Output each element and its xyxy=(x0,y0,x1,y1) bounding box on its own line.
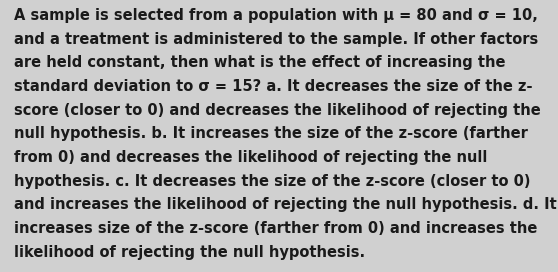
Text: hypothesis. c. It decreases the size of the z-score (closer to 0): hypothesis. c. It decreases the size of … xyxy=(14,174,531,189)
Text: likelihood of rejecting the null hypothesis.: likelihood of rejecting the null hypothe… xyxy=(14,245,365,260)
Text: null hypothesis. b. It increases the size of the z-score (farther: null hypothesis. b. It increases the siz… xyxy=(14,126,528,141)
Text: and increases the likelihood of rejecting the null hypothesis. d. It: and increases the likelihood of rejectin… xyxy=(14,197,557,212)
Text: standard deviation to σ = 15? a. It decreases the size of the z-: standard deviation to σ = 15? a. It decr… xyxy=(14,79,532,94)
Text: A sample is selected from a population with μ = 80 and σ = 10,: A sample is selected from a population w… xyxy=(14,8,538,23)
Text: increases size of the z-score (farther from 0) and increases the: increases size of the z-score (farther f… xyxy=(14,221,537,236)
Text: are held constant, then what is the effect of increasing the: are held constant, then what is the effe… xyxy=(14,55,506,70)
Text: score (closer to 0) and decreases the likelihood of rejecting the: score (closer to 0) and decreases the li… xyxy=(14,103,541,118)
Text: from 0) and decreases the likelihood of rejecting the null: from 0) and decreases the likelihood of … xyxy=(14,150,487,165)
Text: and a treatment is administered to the sample. If other factors: and a treatment is administered to the s… xyxy=(14,32,538,47)
